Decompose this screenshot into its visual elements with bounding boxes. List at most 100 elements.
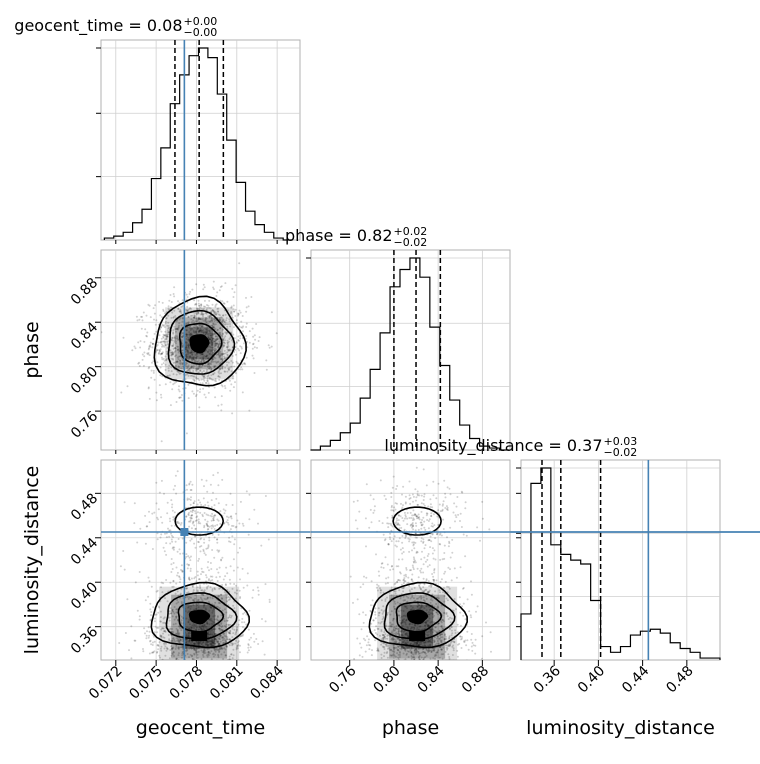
sample-point (252, 597, 254, 599)
sample-point (193, 543, 195, 545)
sample-point (376, 661, 378, 663)
sample-point (392, 568, 394, 570)
sample-point (154, 631, 156, 633)
sample-point (481, 635, 483, 637)
sample-point (219, 662, 221, 664)
sample-point (228, 517, 230, 519)
sample-point (163, 337, 165, 339)
sample-point (420, 528, 422, 530)
sample-point (429, 518, 431, 520)
sample-point (148, 348, 150, 350)
sample-point (194, 510, 196, 512)
sample-point (405, 496, 407, 498)
sample-point (161, 522, 163, 524)
sample-point (457, 656, 459, 658)
sample-point (423, 563, 425, 565)
sample-point (433, 494, 435, 496)
sample-point (363, 638, 365, 640)
sample-point (145, 543, 147, 545)
sample-point (242, 523, 244, 525)
sample-point (371, 649, 373, 651)
sample-point (157, 648, 159, 650)
sample-point (221, 404, 223, 406)
sample-point (389, 536, 391, 538)
sample-point (390, 509, 392, 511)
histogram-bin (430, 327, 440, 450)
sample-point (465, 501, 467, 503)
sample-point (198, 305, 200, 307)
sample-point (158, 342, 160, 344)
sample-point (411, 549, 413, 551)
sample-point (240, 352, 242, 354)
sample-point (186, 294, 188, 296)
sample-point (403, 661, 405, 663)
sample-point (207, 561, 209, 563)
sample-point (156, 614, 158, 616)
sample-point (139, 619, 141, 621)
sample-point (171, 525, 173, 527)
sample-point (258, 594, 260, 596)
sample-point (120, 392, 122, 394)
sample-point (237, 567, 239, 569)
sample-point (207, 566, 209, 568)
sample-point (368, 527, 370, 529)
sample-point (252, 348, 254, 350)
sample-point (450, 493, 452, 495)
sample-point (160, 394, 162, 396)
sample-point (161, 364, 163, 366)
sample-point (160, 537, 162, 539)
sample-point (145, 599, 147, 601)
sample-point (363, 622, 365, 624)
sample-point (191, 489, 193, 491)
histogram-bin (142, 209, 151, 240)
sample-point (139, 347, 141, 349)
sample-point (163, 362, 165, 364)
sample-point (221, 395, 223, 397)
sample-point (148, 511, 150, 513)
sample-point (193, 521, 195, 523)
sample-point (175, 493, 177, 495)
sample-point (357, 598, 359, 600)
sample-point (230, 383, 232, 385)
sample-point (215, 576, 217, 578)
sample-point (221, 300, 223, 302)
sample-point (203, 538, 205, 540)
sample-point (406, 518, 408, 520)
sample-point (216, 661, 218, 663)
sample-point (393, 506, 395, 508)
sample-point (256, 347, 258, 349)
sample-point (396, 485, 398, 487)
sample-point (239, 578, 241, 580)
sample-point (242, 330, 244, 332)
sample-point (219, 523, 221, 525)
sample-point (206, 524, 208, 526)
sample-point (429, 546, 431, 548)
sample-point (224, 303, 226, 305)
sample-point (421, 519, 423, 521)
sample-point (447, 486, 449, 488)
sample-point (191, 538, 193, 540)
sample-point (402, 682, 404, 684)
sample-point (201, 479, 203, 481)
sample-point (211, 506, 213, 508)
histogram-bin (551, 545, 561, 660)
sample-point (420, 558, 422, 560)
sample-point (245, 311, 247, 313)
sample-point (396, 546, 398, 548)
sample-point (201, 568, 203, 570)
sample-point (449, 488, 451, 490)
sample-point (233, 583, 235, 585)
sample-point (460, 670, 462, 672)
sample-point (199, 546, 201, 548)
sample-point (475, 639, 477, 641)
sample-point (146, 353, 148, 355)
sample-point (437, 691, 439, 693)
histogram-bin (630, 635, 640, 660)
sample-point (235, 526, 237, 528)
sample-point (246, 306, 248, 308)
sample-point (414, 488, 416, 490)
sample-point (400, 573, 402, 575)
sample-point (269, 601, 271, 603)
